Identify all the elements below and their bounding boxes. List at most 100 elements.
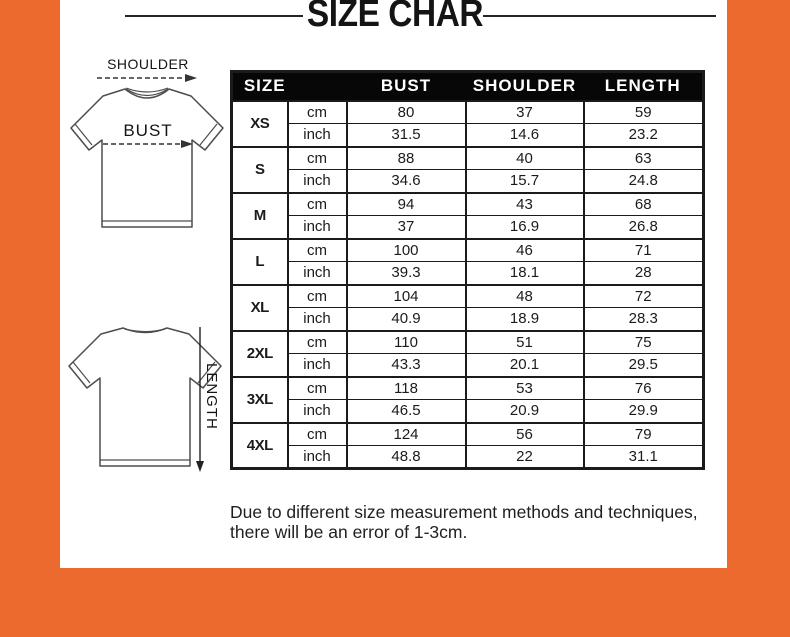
- table-row-cm: M cm 94 43 68: [230, 191, 704, 239]
- length-cm-cell: 71: [582, 237, 704, 262]
- table-row-cm: XL cm 104 48 72: [230, 283, 704, 331]
- length-cm-cell: 59: [582, 99, 704, 124]
- table-row-inch: inch 43.3 20.1 29.5: [232, 353, 704, 377]
- shoulder-cm-cell: 53: [464, 375, 584, 400]
- unit-cell-cm: cm: [286, 237, 347, 262]
- bust-inch-cell: 39.3: [345, 261, 466, 285]
- tshirt-front-icon: [70, 87, 224, 228]
- shoulder-inch-cell: 16.9: [464, 215, 584, 239]
- table-row-inch: inch 40.9 18.9 28.3: [232, 307, 704, 331]
- size-label-cell: M: [230, 191, 288, 239]
- bust-arrow-icon: [103, 140, 193, 148]
- length-inch-cell: 23.2: [582, 123, 704, 147]
- unit-cell-cm: cm: [286, 329, 347, 354]
- unit-cell-cm: cm: [286, 375, 347, 400]
- bust-cm-cell: 118: [345, 375, 466, 400]
- header-shoulder: SHOULDER: [465, 71, 584, 101]
- shoulder-arrow-icon: [97, 74, 197, 82]
- shoulder-inch-cell: 20.1: [464, 353, 584, 377]
- shoulder-inch-cell: 14.6: [464, 123, 584, 147]
- tolerance-note: Due to different size measurement method…: [230, 502, 698, 543]
- table-row-cm: 4XL cm 124 56 79: [230, 421, 704, 469]
- length-cm-cell: 75: [582, 329, 704, 354]
- shoulder-inch-cell: 18.1: [464, 261, 584, 285]
- length-inch-cell: 31.1: [582, 445, 704, 469]
- size-label-cell: 4XL: [230, 421, 288, 469]
- length-measure-label: LENGTH: [203, 363, 220, 430]
- shoulder-cm-cell: 37: [464, 99, 584, 124]
- title-rule-left: [125, 15, 303, 17]
- size-label-cell: XL: [230, 283, 288, 331]
- shoulder-measure-label: SHOULDER: [107, 56, 189, 72]
- size-label-cell: 2XL: [230, 329, 288, 377]
- size-label-cell: 3XL: [230, 375, 288, 423]
- table-header-row: SIZE BUST SHOULDER LENGTH: [231, 71, 704, 101]
- bust-inch-cell: 34.6: [345, 169, 466, 193]
- shoulder-cm-cell: 56: [464, 421, 584, 446]
- table-row-inch: inch 37 16.9 26.8: [232, 215, 704, 239]
- size-label-cell: XS: [230, 99, 288, 147]
- length-inch-cell: 29.5: [582, 353, 704, 377]
- shoulder-cm-cell: 51: [464, 329, 584, 354]
- table-row-cm: L cm 100 46 71: [230, 237, 704, 285]
- bust-inch-cell: 40.9: [345, 307, 466, 331]
- table-row-cm: XS cm 80 37 59: [230, 99, 704, 147]
- table-row-inch: inch 39.3 18.1 28: [232, 261, 704, 285]
- frame-left-strip: [0, 0, 60, 637]
- bust-inch-cell: 43.3: [345, 353, 466, 377]
- size-label-cell: S: [230, 145, 288, 193]
- bust-cm-cell: 94: [345, 191, 466, 216]
- shoulder-cm-cell: 40: [464, 145, 584, 170]
- title-rule-right: [483, 15, 716, 17]
- table-row-cm: 3XL cm 118 53 76: [230, 375, 704, 423]
- unit-cell-cm: cm: [286, 283, 347, 308]
- length-cm-cell: 68: [582, 191, 704, 216]
- shoulder-cm-cell: 46: [464, 237, 584, 262]
- length-inch-cell: 24.8: [582, 169, 704, 193]
- length-inch-cell: 28: [582, 261, 704, 285]
- size-label-cell: L: [230, 237, 288, 285]
- table-row-inch: inch 46.5 20.9 29.9: [232, 399, 704, 423]
- unit-cell-cm: cm: [286, 99, 347, 124]
- header-length: LENGTH: [583, 71, 704, 101]
- size-table: SIZE BUST SHOULDER LENGTH XS cm 80 37 59…: [230, 70, 705, 470]
- table-row-inch: inch 48.8 22 31.1: [232, 445, 704, 469]
- shoulder-inch-cell: 20.9: [464, 399, 584, 423]
- bust-cm-cell: 104: [345, 283, 466, 308]
- unit-cell-inch: inch: [286, 445, 347, 469]
- length-cm-cell: 63: [582, 145, 704, 170]
- frame-bottom-strip: [0, 568, 790, 637]
- bust-inch-cell: 31.5: [345, 123, 466, 147]
- page-title: SIZE CHAR: [306, 0, 484, 35]
- length-cm-cell: 72: [582, 283, 704, 308]
- header-size: SIZE: [231, 71, 347, 101]
- bust-cm-cell: 80: [345, 99, 466, 124]
- bust-measure-label: BUST: [123, 121, 173, 140]
- unit-cell-inch: inch: [286, 399, 347, 423]
- unit-cell-inch: inch: [286, 353, 347, 377]
- length-arrow-icon: [196, 327, 204, 472]
- length-inch-cell: 28.3: [582, 307, 704, 331]
- shoulder-cm-cell: 43: [464, 191, 584, 216]
- bust-cm-cell: 100: [345, 237, 466, 262]
- length-inch-cell: 26.8: [582, 215, 704, 239]
- shoulder-cm-cell: 48: [464, 283, 584, 308]
- length-inch-cell: 29.9: [582, 399, 704, 423]
- shoulder-inch-cell: 22: [464, 445, 584, 469]
- shoulder-inch-cell: 15.7: [464, 169, 584, 193]
- bust-inch-cell: 37: [345, 215, 466, 239]
- table-row-cm: 2XL cm 110 51 75: [230, 329, 704, 377]
- table-row-cm: S cm 88 40 63: [230, 145, 704, 193]
- bust-cm-cell: 110: [345, 329, 466, 354]
- unit-cell-inch: inch: [286, 169, 347, 193]
- unit-cell-cm: cm: [286, 421, 347, 446]
- shoulder-inch-cell: 18.9: [464, 307, 584, 331]
- bust-cm-cell: 124: [345, 421, 466, 446]
- bust-inch-cell: 48.8: [345, 445, 466, 469]
- unit-cell-cm: cm: [286, 145, 347, 170]
- length-cm-cell: 79: [582, 421, 704, 446]
- unit-cell-inch: inch: [286, 215, 347, 239]
- table-row-inch: inch 31.5 14.6 23.2: [232, 123, 704, 147]
- frame-right-strip: [727, 0, 790, 637]
